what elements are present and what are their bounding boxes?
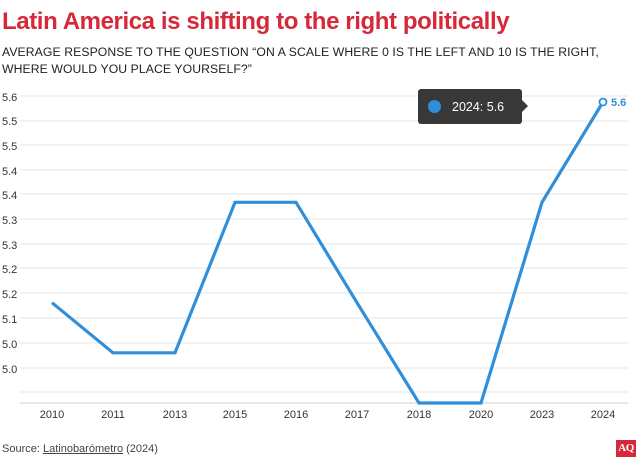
x-tick-label-2013: 2013: [163, 409, 187, 421]
x-tick-label-2015: 2015: [223, 409, 247, 421]
data-point-2024: [598, 97, 608, 107]
series-dot-icon: [428, 100, 441, 113]
y-tick-label-8: 5.2: [2, 289, 17, 301]
tooltip-pointer: [522, 100, 528, 112]
y-tick-label-0: 5.6: [2, 92, 17, 104]
y-tick-label-11: 5.0: [2, 364, 17, 376]
x-tick-label-2023: 2023: [530, 409, 554, 421]
source-suffix: (2024): [123, 443, 158, 455]
y-tick-label-5: 5.3: [2, 215, 17, 227]
y-tick-label-9: 5.1: [2, 314, 17, 326]
x-tick-label-2024: 2024: [591, 409, 615, 421]
x-tick-label-2016: 2016: [284, 409, 308, 421]
x-tick-label-2017: 2017: [345, 409, 369, 421]
y-tick-label-10: 5.0: [2, 339, 17, 351]
source-link[interactable]: Latinobarómetro: [42, 443, 124, 455]
aq-logo: AQ: [616, 440, 636, 457]
chart-title: Latin America is shifting to the right p…: [2, 8, 510, 35]
y-tick-label-3: 5.4: [2, 166, 17, 178]
y-tick-label-2: 5.5: [2, 141, 17, 153]
y-tick-label-7: 5.2: [2, 264, 17, 276]
y-tick-label-1: 5.5: [2, 116, 17, 128]
tooltip-text: 2024: 5.6: [452, 99, 505, 114]
x-tick-label-2020: 2020: [469, 409, 493, 421]
series-line: [50, 101, 605, 405]
source-prefix: Source:: [2, 443, 43, 455]
y-tick-label-4: 5.4: [2, 190, 17, 202]
y-tick-label-6: 5.3: [2, 240, 17, 252]
data-tooltip: 2024: 5.6: [418, 89, 528, 124]
x-tick-label-2018: 2018: [407, 409, 431, 421]
source-note: Source: Latinobarómetro (2024): [2, 443, 158, 455]
chart-subtitle: AVERAGE RESPONSE TO THE QUESTION “ON A S…: [2, 45, 599, 76]
x-tick-label-2011: 2011: [101, 409, 125, 421]
x-tick-label-2010: 2010: [40, 409, 64, 421]
end-value-label: 5.6: [611, 97, 626, 109]
